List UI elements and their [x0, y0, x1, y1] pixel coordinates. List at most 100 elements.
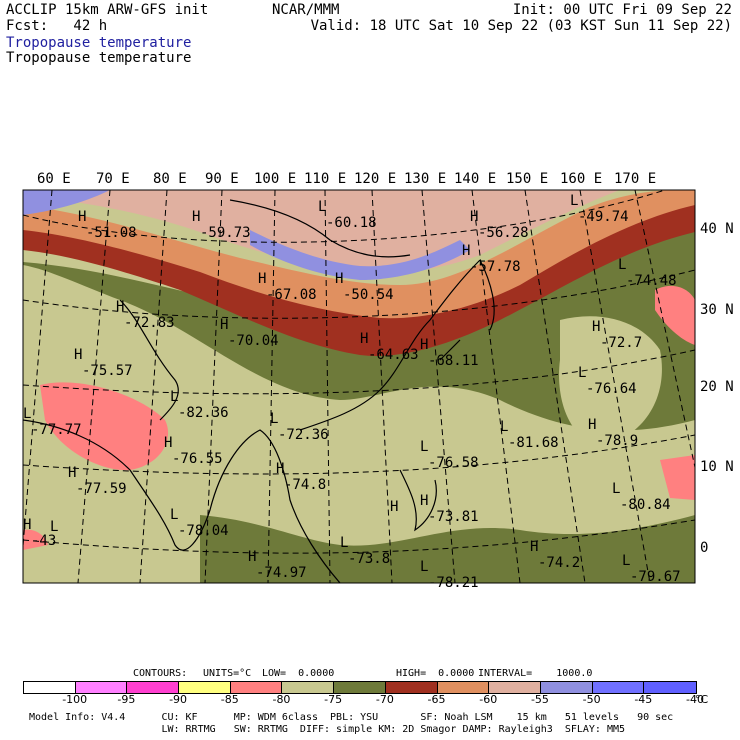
- low-marker: L: [618, 257, 627, 273]
- init-time: Init: 00 UTC Fri 09 Sep 22: [512, 2, 732, 18]
- lon-label: 100 E: [254, 171, 297, 187]
- colorbar-unit: °C: [695, 693, 709, 706]
- extremum-value: -51.08: [86, 225, 137, 241]
- high-marker: H: [335, 271, 344, 287]
- extremum-value: -73.81: [428, 509, 479, 525]
- extremum-value: -77.59: [76, 481, 127, 497]
- forecast-hour: Fcst: 42 h: [6, 18, 108, 34]
- low-marker: L: [318, 199, 327, 215]
- high-marker: H: [470, 209, 479, 225]
- high-marker: H: [462, 243, 471, 259]
- colorbar-tick-label: -65: [427, 693, 446, 706]
- extremum-value: -72.36: [278, 427, 329, 443]
- low-marker: L: [420, 439, 429, 455]
- extremum-value: -57.78: [470, 259, 521, 275]
- model-info-line1: Model Info: V4.4 CU: KF MP: WDM 6class P…: [29, 712, 674, 723]
- lat-label: 0: [700, 540, 709, 556]
- colorbar-tick-label: -45: [634, 693, 653, 706]
- high-marker: H: [68, 465, 77, 481]
- low-marker: L: [622, 553, 631, 569]
- graticule: [23, 190, 695, 583]
- high-marker: H: [164, 435, 173, 451]
- contour-units: UNITS=°C: [203, 668, 252, 679]
- lon-label: 70 E: [96, 171, 130, 187]
- colorbar-tick-label: -40: [686, 693, 704, 706]
- colorbar-cell: [384, 681, 438, 694]
- center-name: NCAR/MMM: [272, 2, 340, 18]
- high-marker: H: [592, 319, 601, 335]
- colorbar-cell: [333, 681, 386, 694]
- high-marker: H: [420, 493, 429, 509]
- low-marker: L: [570, 193, 579, 209]
- colorbar-cell: [488, 681, 541, 694]
- colorbar-cell: [436, 681, 490, 694]
- high-marker: H: [420, 337, 429, 353]
- contour-high: HIGH= 0.0000: [396, 668, 475, 679]
- extremum-value: -72.7: [600, 335, 643, 351]
- high-marker: H: [74, 347, 83, 363]
- high-marker: H: [116, 299, 125, 315]
- colorbar-tick-label: -100: [62, 693, 88, 706]
- colorbar-cell: [178, 681, 231, 694]
- lon-label: 130 E: [404, 171, 447, 187]
- extremum-value: -60.18: [326, 215, 377, 231]
- high-marker: H: [192, 209, 201, 225]
- contour-label: CONTOURS:: [133, 668, 188, 679]
- extremum-value: -50.54: [343, 287, 394, 303]
- colorbar-cell: [74, 681, 128, 694]
- extremum-value: -73.8: [348, 551, 391, 567]
- colorbar-cell: [229, 681, 283, 694]
- extremum-value: -76.64: [586, 381, 637, 397]
- extremum-value: -74.2: [538, 555, 581, 571]
- lon-label: 150 E: [506, 171, 549, 187]
- low-marker: L: [270, 411, 279, 427]
- lat-label: 30 N: [700, 302, 734, 318]
- colorbar-tick-label: -60: [479, 693, 498, 706]
- lon-label: 90 E: [205, 171, 239, 187]
- field-title-colored: Tropopause temperature: [6, 35, 192, 51]
- lon-label: 170 E: [614, 171, 657, 187]
- colorbar-tick-label: -55: [530, 693, 549, 706]
- extremum-value: -78.9: [596, 433, 639, 449]
- colorbar-cell: [591, 681, 645, 694]
- colorbar-tick-label: -95: [117, 693, 136, 706]
- extremum-value: -43: [31, 533, 57, 549]
- contour-interval: INTERVAL= 1000.0: [478, 668, 593, 679]
- lat-label: 20 N: [700, 379, 734, 395]
- colorbar-tick-label: -70: [375, 693, 394, 706]
- lon-label: 60 E: [37, 171, 71, 187]
- extremum-value: -79.67: [630, 569, 681, 585]
- low-marker: L: [500, 419, 509, 435]
- low-marker: L: [23, 406, 32, 422]
- model-info-line2: LW: RRTMG SW: RRTMG DIFF: simple KM: 2D …: [29, 724, 626, 735]
- extremum-value: -68.11: [428, 353, 479, 369]
- high-marker: H: [390, 499, 399, 515]
- valid-time: Valid: 18 UTC Sat 10 Sep 22 (03 KST Sun …: [310, 18, 732, 34]
- colorbar-tick-label: -80: [272, 693, 291, 706]
- colorbar-tick-label: -75: [324, 693, 343, 706]
- high-marker: H: [23, 517, 32, 533]
- high-marker: H: [78, 209, 87, 225]
- model-title: ACCLIP 15km ARW-GFS init: [6, 2, 209, 18]
- extremum-value: -64.63: [368, 347, 419, 363]
- lon-label: 140 E: [454, 171, 497, 187]
- extremum-value: -74.48: [626, 273, 677, 289]
- contour-low: LOW= 0.0000: [262, 668, 335, 679]
- extremum-value: -82.36: [178, 405, 229, 421]
- extremum-value: -49.74: [578, 209, 629, 225]
- colorbar-cell: [126, 681, 180, 694]
- high-marker: H: [530, 539, 539, 555]
- lat-label: 40 N: [700, 221, 734, 237]
- colorbar-cell: [643, 681, 697, 694]
- extremum-value: -75.57: [82, 363, 133, 379]
- high-marker: H: [276, 461, 285, 477]
- lat-label: 10 N: [700, 459, 734, 475]
- extremum-value: -56.28: [478, 225, 529, 241]
- field-title-black: Tropopause temperature: [6, 50, 192, 66]
- extremum-value: -78.21: [428, 575, 479, 591]
- colorbar-tick-label: -85: [220, 693, 239, 706]
- extremum-value: -74.97: [256, 565, 307, 581]
- lon-label: 110 E: [304, 171, 347, 187]
- colorbar-cell: [281, 681, 335, 694]
